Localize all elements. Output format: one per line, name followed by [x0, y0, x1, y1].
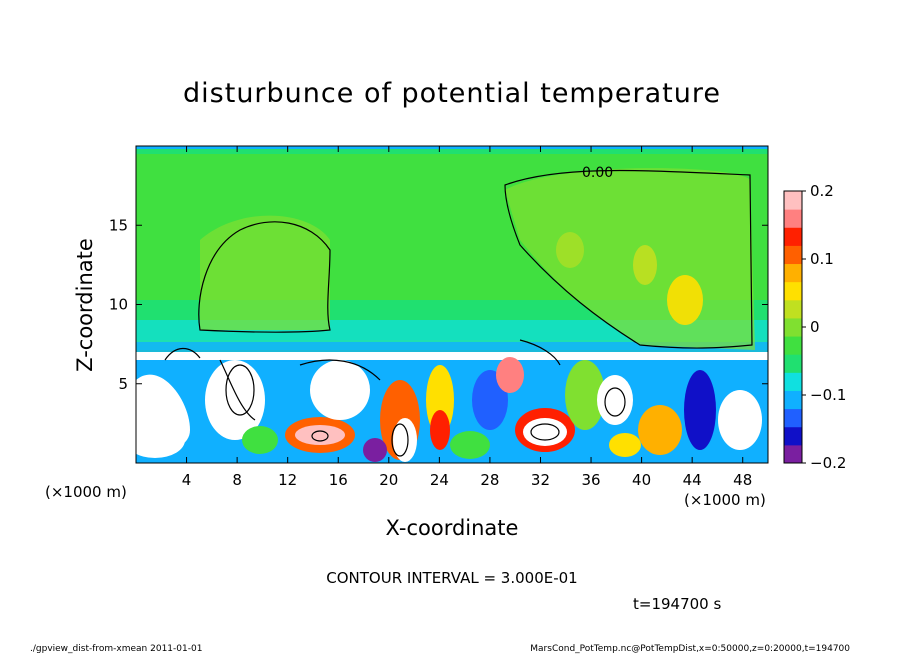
contour-interval-text: CONTOUR INTERVAL = 3.000E-01: [326, 569, 577, 587]
colorbar-swatch: [784, 317, 802, 337]
colorbar-swatch: [784, 390, 802, 410]
colorbar-swatch: [784, 408, 802, 428]
x-tick-label: 40: [632, 471, 651, 489]
colorbar-ticks: 0.2 0.1 0 −0.1 −0.2: [802, 182, 846, 472]
x-tick-label: 28: [480, 471, 499, 489]
x-tick-label: 20: [379, 471, 398, 489]
x-tick-label: 4: [182, 471, 192, 489]
colorbar-tick-label: 0: [810, 318, 820, 336]
x-tick-label: 48: [733, 471, 752, 489]
x-unit-left: (×1000 m): [45, 483, 127, 501]
x-tick-label: 32: [531, 471, 550, 489]
colorbar-swatch: [784, 426, 802, 446]
colorbar-swatch: [784, 354, 802, 373]
x-tick-label: 44: [683, 471, 702, 489]
footer-left: ./gpview_dist-from-xmean 2011-01-01: [30, 644, 202, 654]
heatmap-field: [136, 146, 768, 463]
chart-title: disturbunce of potential temperature: [183, 78, 721, 109]
colorbar-swatch: [784, 372, 802, 391]
y-tick-label: 5: [118, 375, 128, 393]
y-axis-label: Z-coordinate: [73, 238, 97, 372]
colorbar-swatch: [784, 263, 802, 283]
x-tick-label: 36: [581, 471, 600, 489]
colorbar-swatch: [784, 281, 802, 301]
x-axis-label: X-coordinate: [386, 516, 519, 540]
time-text: t=194700 s: [633, 595, 721, 613]
colorbar-tick-label: 0.2: [810, 182, 834, 200]
x-tick-label: 24: [430, 471, 449, 489]
colorbar: [783, 190, 803, 464]
colorbar-swatch: [784, 191, 802, 210]
x-tick-label: 8: [232, 471, 242, 489]
colorbar-swatch: [784, 444, 802, 464]
colorbar-tick-label: 0.1: [810, 250, 834, 268]
colorbar-swatch: [784, 245, 802, 265]
colorbar-swatch: [784, 227, 802, 246]
colorbar-swatch: [784, 209, 802, 228]
y-tick-label: 15: [109, 216, 128, 234]
colorbar-swatch: [784, 299, 802, 319]
colorbar-swatch: [784, 336, 802, 355]
x-tick-label: 16: [329, 471, 348, 489]
x-axis: 4 8 12 16 20 24 28 32 36 40 44 48: [182, 146, 752, 489]
y-axis: 5 10 15: [109, 216, 768, 393]
x-tick-label: 12: [278, 471, 297, 489]
colorbar-tick-label: −0.1: [810, 386, 846, 404]
y-tick-label: 10: [109, 296, 128, 314]
x-unit-right: (×1000 m): [684, 491, 766, 509]
colorbar-tick-label: −0.2: [810, 454, 846, 472]
contour-label: 0.00: [582, 165, 613, 181]
footer-right: MarsCond_PotTemp.nc@PotTempDist,x=0:5000…: [530, 644, 850, 654]
